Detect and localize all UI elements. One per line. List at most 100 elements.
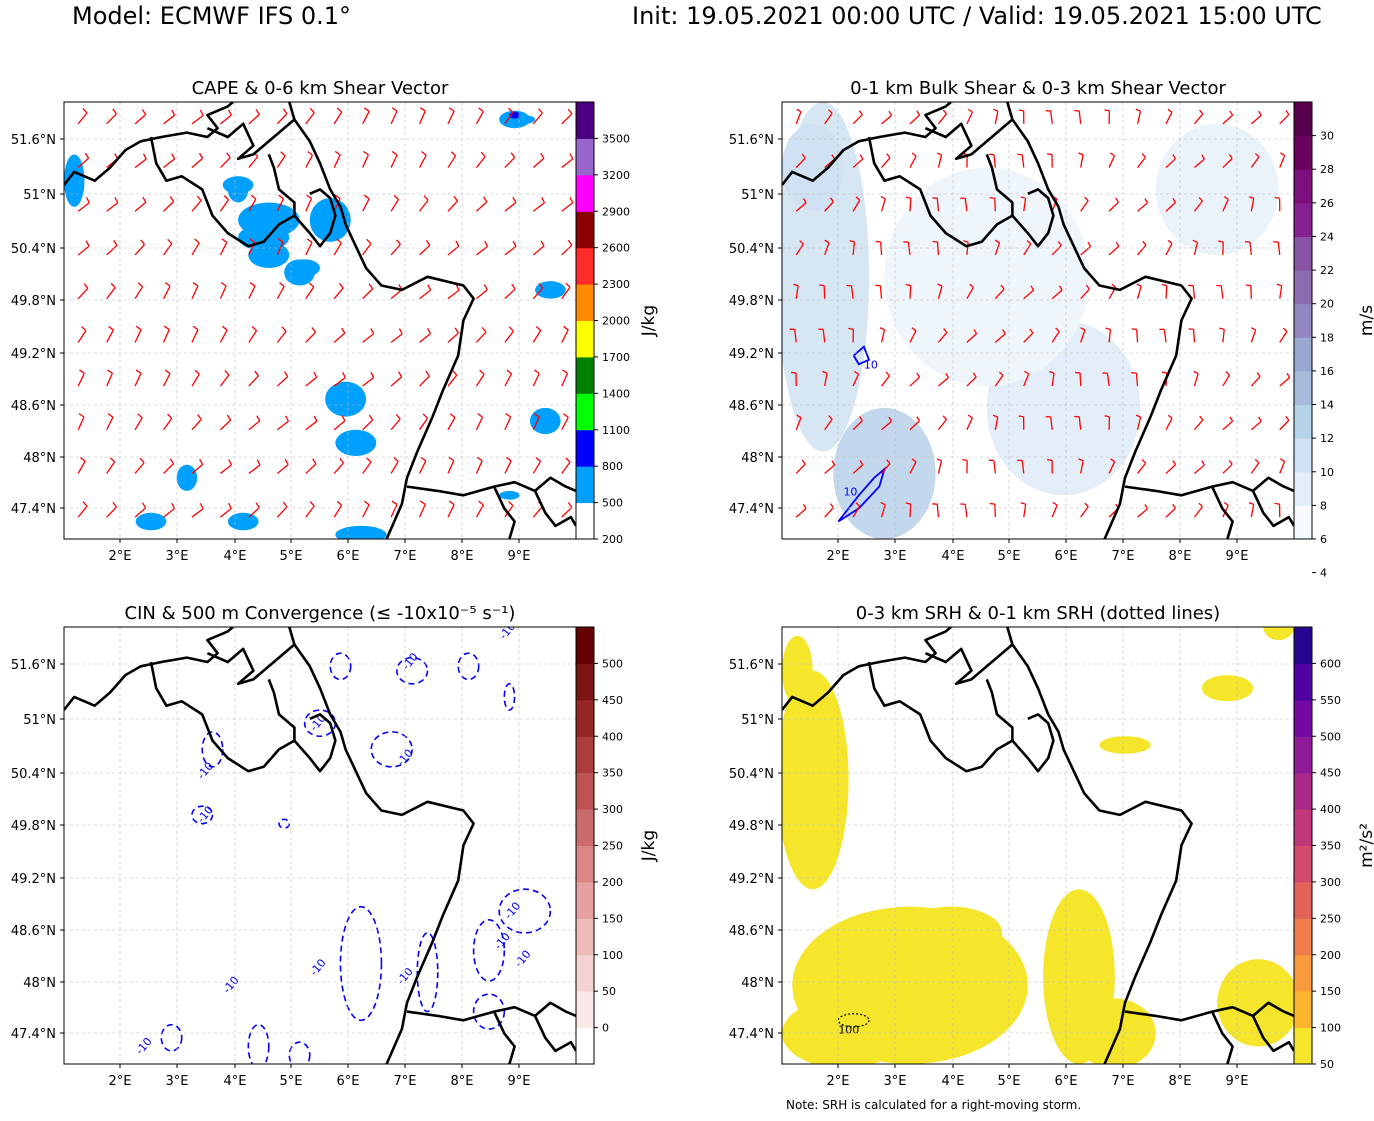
shear-barb (419, 289, 432, 300)
shear-barb-flag (398, 328, 403, 335)
shear-barb-flag (82, 501, 88, 507)
shear-barb-flag (108, 325, 114, 331)
shear-barb-flag (363, 107, 370, 112)
x-tick-label: 2°E (827, 1074, 850, 1089)
shear-barb (447, 504, 455, 518)
map-area: -10-10-10-10-10-10-10-10-10-10 -10-10-10 (64, 627, 576, 1064)
shear-barb-flag (1229, 416, 1234, 422)
y-tick-label: 48°N (741, 451, 774, 466)
shear-barb-flag (1161, 283, 1167, 287)
x-tick-label: 9°E (508, 1074, 531, 1089)
shear-barb-flag (973, 329, 978, 335)
shear-barb (994, 333, 1006, 343)
shear-barb (362, 288, 374, 300)
y-tick-label: 51°N (23, 188, 56, 203)
shear-barb (936, 504, 940, 518)
shear-barb (362, 198, 370, 212)
srh-area-0 (782, 670, 849, 890)
convergence-contour-16 (472, 993, 506, 1030)
border-de_ne (1011, 643, 1193, 1064)
border-swiss3 (492, 1011, 516, 1064)
shear-barb-flag (828, 415, 833, 420)
x-tick-label: 6°E (1055, 1074, 1078, 1089)
shear-barb-flag (366, 457, 372, 463)
colorbar-segment (576, 845, 594, 883)
shear-barb-flag (363, 150, 369, 156)
shear-barb-flag (196, 195, 202, 202)
shear-barb-flag (989, 502, 995, 505)
shear-barb (447, 110, 455, 125)
shear-barb (219, 242, 228, 256)
model-title: Model: ECMWF IFS 0.1° (72, 2, 352, 30)
shear-barb (1279, 155, 1286, 168)
shear-barb (134, 462, 145, 474)
map-background (64, 102, 576, 539)
shear-barb-flag (455, 240, 460, 247)
shear-barb-flag (1285, 110, 1290, 115)
shear-barb (134, 329, 142, 343)
shear-barb-flag (967, 414, 973, 419)
colorbar-tick-label: 2000 (602, 315, 630, 328)
shear-barb (333, 287, 344, 300)
colorbar-tick-label: 28 (1320, 163, 1334, 176)
shear-barb-flag (563, 413, 569, 418)
shear-barb-flag (992, 108, 999, 112)
shear-barb (1137, 202, 1148, 212)
shear-barb (937, 460, 943, 474)
shear-barb-flag (419, 107, 426, 112)
shear-barb (220, 114, 232, 125)
colorbar-tick-label: 50 (602, 985, 616, 998)
colorbar-tick-label: 1700 (602, 351, 630, 364)
shear-barb (418, 154, 427, 168)
colorbar-segment (576, 320, 594, 358)
shear-barb (77, 330, 87, 343)
colorbar-segment (1294, 699, 1312, 737)
shear-barb (248, 464, 261, 474)
shear-barb (1108, 201, 1119, 212)
colorbar-segment (1294, 663, 1312, 701)
shear-barb-flag (283, 371, 289, 378)
shear-barb-flag (972, 372, 977, 378)
colorbar-segment (576, 393, 594, 431)
shear-barb-flag (453, 195, 459, 202)
border-swiss (1124, 1001, 1294, 1022)
shear-barb-flag (342, 371, 346, 378)
shear-barb-flag (1087, 241, 1092, 247)
shear-barb (305, 154, 314, 168)
shear-barb (1080, 288, 1090, 300)
shear-barb-flag (79, 369, 85, 374)
shear-barb (77, 202, 90, 212)
shear-barb-flag (831, 154, 836, 160)
shear-barb-flag (1141, 153, 1147, 158)
x-tick-label: 5°E (998, 549, 1021, 564)
shear-barb-flag (448, 456, 455, 462)
shear-barb-flag (945, 373, 949, 378)
cape-cell-1 (64, 154, 85, 207)
shear-barb (191, 157, 204, 169)
shear-barb (852, 199, 861, 212)
panel-2: 10 10 2°E 3°E 4°E 5°E 6°E 7°E 8°E 9°E 51.6°N 51°N 50… (729, 101, 1374, 580)
shear-barb-flag (538, 283, 544, 289)
shear-barb-flag (391, 150, 398, 156)
shear-barb-flag (1167, 108, 1173, 113)
shear-barb-flag (1250, 327, 1256, 331)
shear-barb (191, 418, 202, 431)
shear-barb-flag (309, 107, 315, 114)
shear-barb-flag (334, 194, 341, 200)
shear-barb-flag (801, 153, 806, 159)
map-background (64, 627, 576, 1064)
shear-barb (1193, 373, 1199, 387)
shear-barb-flag (943, 328, 948, 333)
colorbar-segment (576, 627, 594, 664)
shear-barb-flag (1161, 371, 1167, 374)
border-coast (782, 627, 952, 711)
shear-barb-flag (506, 369, 512, 375)
shear-barb (966, 333, 978, 343)
x-tick-label: 6°E (337, 549, 360, 564)
shear-barb-flag (112, 108, 117, 115)
border-lux (293, 713, 337, 773)
shear-barb-flag (278, 194, 284, 200)
shear-barb (1136, 329, 1139, 343)
shear-barb (504, 373, 513, 387)
shear-barb (333, 111, 343, 125)
